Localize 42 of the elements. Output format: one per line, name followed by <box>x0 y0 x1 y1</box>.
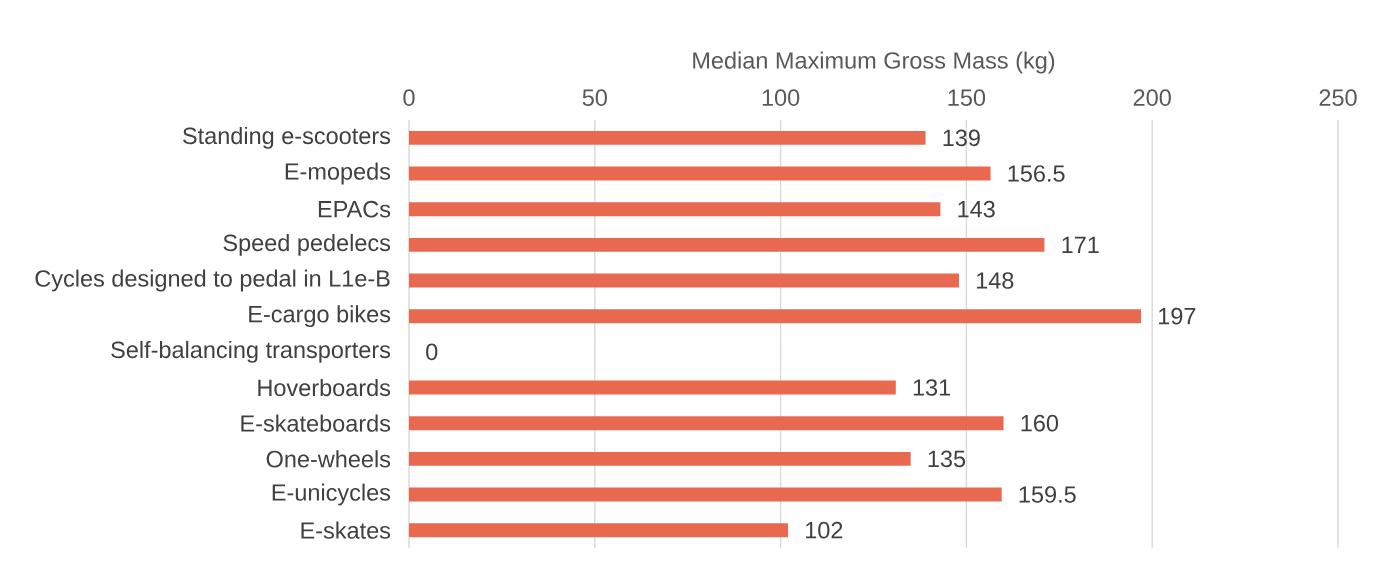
y-tick-label: E-skateboards <box>241 414 391 432</box>
y-tick-label: EPACs <box>318 200 391 218</box>
bar <box>409 130 926 145</box>
y-tick-label: E-skates <box>301 521 391 539</box>
data-label: 143 <box>958 200 995 218</box>
y-tick-label: One-wheels <box>266 450 391 468</box>
y-tick-label: Self-balancing transporters <box>111 340 391 363</box>
y-tick-label: E-mopeds <box>285 162 391 185</box>
data-label: 148 <box>976 272 1014 289</box>
data-label: 197 <box>1159 307 1196 325</box>
bar <box>409 202 941 217</box>
y-tick-label: E-unicycles <box>272 483 391 506</box>
x-tick-label: 200 <box>1133 89 1171 106</box>
data-label: 135 <box>928 450 966 468</box>
data-label: 156.5 <box>1008 165 1065 182</box>
bar <box>409 237 1045 252</box>
data-label: 160 <box>1021 414 1059 432</box>
bar <box>409 523 789 538</box>
data-label: 102 <box>806 521 843 539</box>
bar <box>409 487 1002 502</box>
data-label: 0 <box>426 343 438 361</box>
y-tick-label: Hoverboards <box>258 378 391 397</box>
bar <box>409 273 959 288</box>
data-label: 139 <box>943 129 980 147</box>
bar <box>409 166 991 181</box>
x-axis-title: Median Maximum Gross Mass (kg) <box>693 51 1055 74</box>
y-tick-label: Cycles designed to pedal in L1e-B <box>35 269 390 292</box>
bar <box>409 309 1142 324</box>
y-tick-label: Speed pedelecs <box>223 233 391 256</box>
data-label: 159.5 <box>1019 486 1076 503</box>
data-label: 171 <box>1062 236 1099 253</box>
bar <box>409 451 911 466</box>
x-tick-label: 100 <box>762 89 800 106</box>
x-tick-label: 0 <box>403 89 415 106</box>
data-label: 131 <box>913 379 951 396</box>
x-tick-label: 50 <box>582 89 607 106</box>
x-tick-label: 150 <box>948 89 986 106</box>
x-tick-label: 250 <box>1319 89 1357 106</box>
bar <box>409 416 1004 431</box>
y-tick-label: Standing e-scooters <box>183 126 391 149</box>
y-tick-label: E-cargo bikes <box>249 305 391 328</box>
bar <box>409 380 896 395</box>
